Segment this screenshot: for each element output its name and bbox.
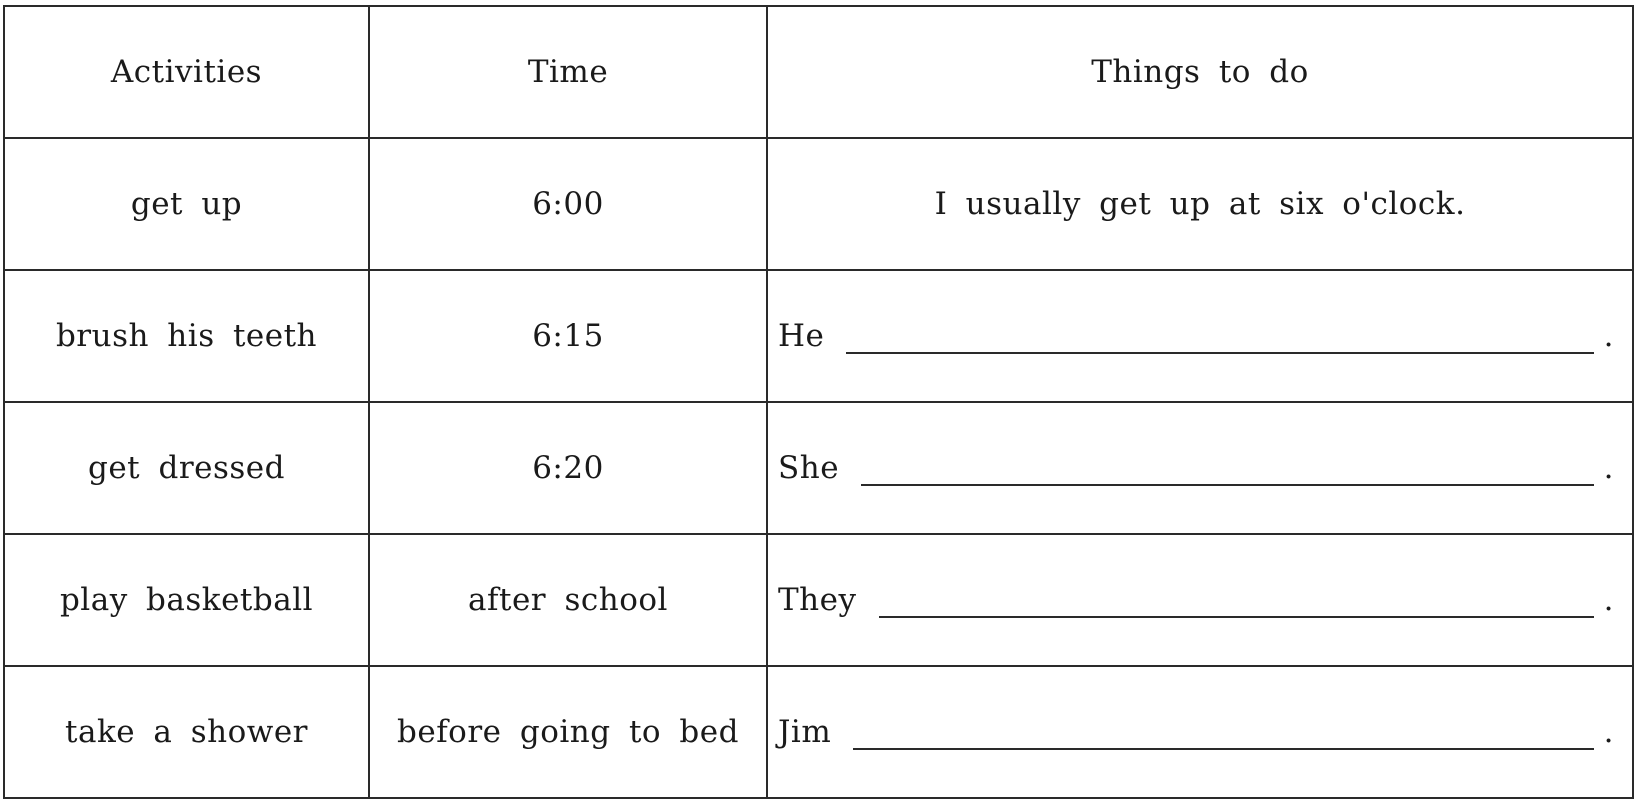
time-cell: 6:20 (368, 401, 768, 535)
table-row: play basketball after school They. (3, 533, 1634, 667)
time-cell: before going to bed (368, 665, 768, 799)
answer-blank[interactable] (846, 326, 1594, 354)
activity-cell: brush his teeth (3, 269, 370, 403)
answer-cell: She. (766, 401, 1634, 535)
subject: She (778, 450, 840, 486)
time-cell: after school (368, 533, 768, 667)
answer-cell: Jim. (766, 665, 1634, 799)
time-cell: 6:00 (368, 137, 768, 271)
period: . (1603, 450, 1614, 486)
activity-cell: get dressed (3, 401, 370, 535)
header-activities: Activities (3, 5, 370, 139)
header-row: Activities Time Things to do (3, 5, 1634, 139)
table-row: get dressed 6:20 She. (3, 401, 1634, 535)
table-row: get up 6:00 I usually get up at six o'cl… (3, 137, 1634, 271)
answer-blank[interactable] (861, 458, 1594, 486)
subject: Jim (778, 714, 832, 750)
period: . (1603, 318, 1614, 354)
answer-cell: He. (766, 269, 1634, 403)
period: . (1603, 582, 1614, 618)
activities-table: Activities Time Things to do get up 6:00… (3, 5, 1634, 799)
time-cell: 6:15 (368, 269, 768, 403)
table-row: brush his teeth 6:15 He. (3, 269, 1634, 403)
activity-cell: take a shower (3, 665, 370, 799)
answer-cell: They. (766, 533, 1634, 667)
subject: They (778, 582, 857, 618)
answer-blank[interactable] (878, 590, 1594, 618)
period: . (1603, 714, 1614, 750)
header-time: Time (368, 5, 768, 139)
activity-cell: get up (3, 137, 370, 271)
example-sentence: I usually get up at six o'clock. (766, 137, 1634, 271)
table-row: take a shower before going to bed Jim. (3, 665, 1634, 799)
answer-blank[interactable] (853, 722, 1594, 750)
header-things-to-do: Things to do (766, 5, 1634, 139)
subject: He (778, 318, 825, 354)
activity-cell: play basketball (3, 533, 370, 667)
